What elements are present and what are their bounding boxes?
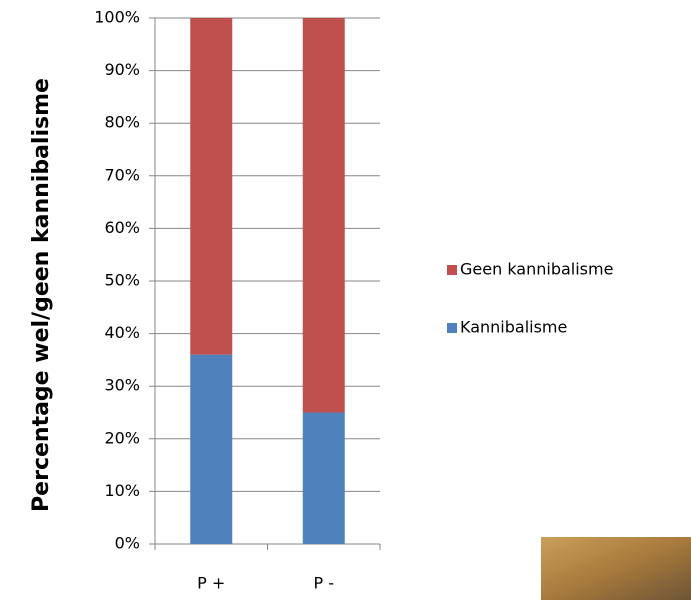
y-tick-label: 100%: [94, 8, 140, 27]
photo-fragment: [541, 537, 691, 600]
legend-label: Kannibalisme: [460, 318, 567, 337]
y-tick-label: 80%: [104, 113, 140, 132]
y-tick-label: 20%: [104, 428, 140, 447]
legend-swatch: [447, 323, 457, 333]
y-axis-label: Percentage wel/geen kannibalisme: [29, 78, 54, 512]
bar-segment: [190, 18, 233, 355]
y-tick-label: 90%: [104, 60, 140, 79]
y-tick-label: 30%: [104, 376, 140, 395]
bar-segment: [302, 18, 345, 413]
y-tick-label: 10%: [104, 481, 140, 500]
x-tick-label: P +: [197, 574, 225, 593]
y-tick-label: 70%: [104, 165, 140, 184]
bar-segment: [190, 354, 233, 544]
legend-label: Geen kannibalisme: [460, 260, 613, 279]
y-tick-label: 60%: [104, 218, 140, 237]
x-tick-label: P -: [313, 574, 334, 593]
y-tick-label: 40%: [104, 323, 140, 342]
y-tick-label: 50%: [104, 271, 140, 290]
bar-segment: [302, 412, 345, 544]
legend-swatch: [447, 265, 457, 275]
y-tick-label: 0%: [115, 534, 140, 553]
